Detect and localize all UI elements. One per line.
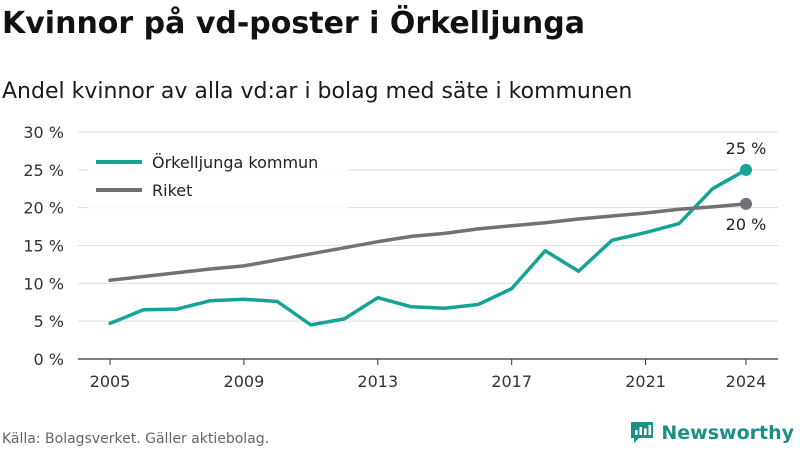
series-end-label: 20 % bbox=[726, 215, 767, 234]
brand-name: Newsworthy bbox=[661, 422, 794, 444]
series-end-marker bbox=[740, 163, 752, 176]
x-tick-label: 2005 bbox=[90, 372, 131, 391]
legend: Örkelljunga kommun Riket bbox=[88, 146, 348, 208]
y-tick-label: 15 % bbox=[23, 237, 64, 256]
x-tick-label: 2013 bbox=[357, 372, 398, 391]
y-tick-label: 25 % bbox=[23, 161, 64, 180]
y-tick-label: 20 % bbox=[23, 199, 64, 218]
series-end-marker bbox=[740, 197, 752, 210]
x-tick-label: 2009 bbox=[224, 372, 265, 391]
x-tick-label: 2021 bbox=[625, 372, 666, 391]
y-tick-label: 5 % bbox=[34, 312, 64, 331]
chart-subtitle: Andel kvinnor av alla vd:ar i bolag med … bbox=[2, 79, 633, 104]
legend-background bbox=[88, 146, 348, 208]
x-tick-label: 2017 bbox=[491, 372, 532, 391]
x-tick-label: 2024 bbox=[726, 372, 767, 391]
series-lines: 25 % 20 % bbox=[108, 139, 767, 327]
legend-label: Riket bbox=[152, 181, 192, 200]
series-line-riket bbox=[108, 202, 748, 283]
series-line-orkelljunga bbox=[108, 168, 748, 327]
axes: 0 % 5 % 10 % 15 % 20 % 25 % 30 % 2005 2009 2013 20… bbox=[23, 123, 778, 391]
series-end-label: 25 % bbox=[726, 139, 767, 158]
source-note: Källa: Bolagsverket. Gäller aktiebolag. bbox=[2, 431, 270, 447]
brand-logo[interactable]: Newsworthy bbox=[630, 420, 794, 446]
legend-label: Örkelljunga kommun bbox=[152, 153, 318, 172]
y-tick-label: 0 % bbox=[34, 350, 64, 369]
newsworthy-logo-icon bbox=[631, 422, 654, 443]
y-tick-label: 30 % bbox=[23, 123, 64, 142]
y-tick-label: 10 % bbox=[23, 274, 64, 293]
chart-title: Kvinnor på vd-poster i Örkelljunga bbox=[2, 6, 585, 41]
